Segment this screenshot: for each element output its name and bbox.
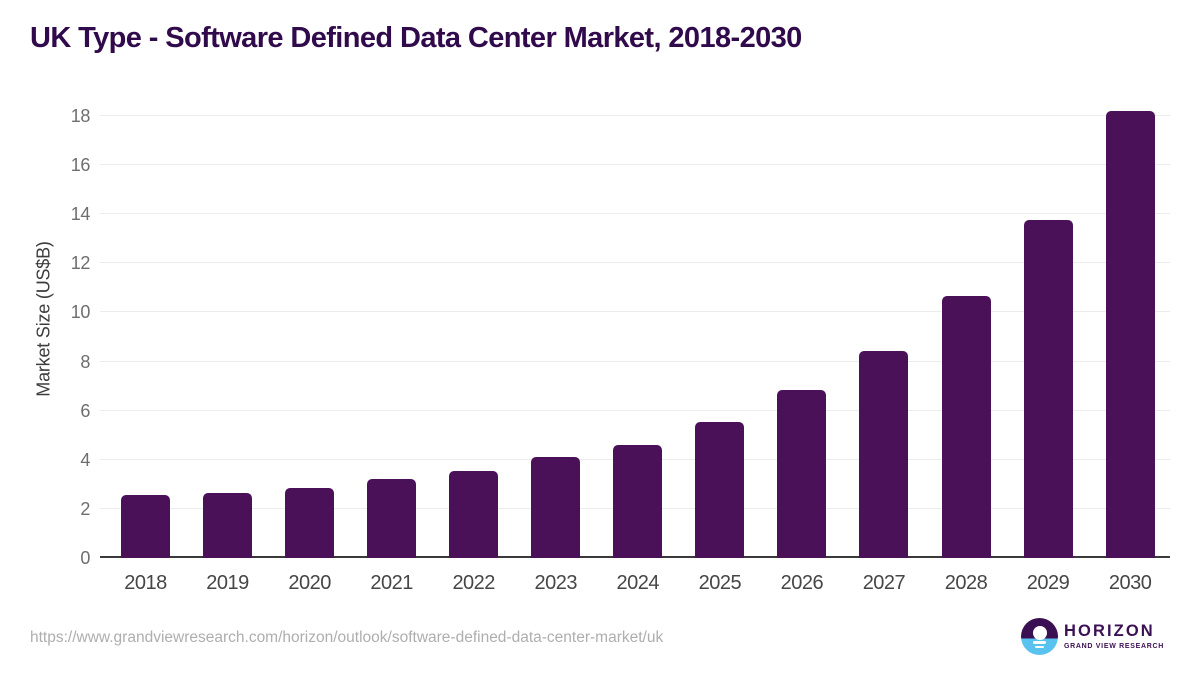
- bar-2024: [613, 445, 663, 558]
- x-tick-label: 2027: [862, 572, 906, 594]
- x-tick-label: 2023: [534, 572, 578, 594]
- chart-title: UK Type - Software Defined Data Center M…: [30, 22, 802, 54]
- logo-brand-name: HORIZON: [1064, 621, 1155, 640]
- gridline: [100, 115, 1170, 116]
- bar-2022: [449, 470, 499, 558]
- y-tick-label: 16: [70, 155, 91, 176]
- horizon-logo-icon: [1021, 618, 1058, 655]
- x-tick-label: 2018: [124, 572, 167, 594]
- bar-2027: [859, 350, 909, 558]
- bar-2030: [1105, 111, 1155, 558]
- source-url: https://www.grandviewresearch.com/horizo…: [30, 629, 664, 646]
- y-tick-label: 0: [80, 548, 90, 568]
- horizon-logo: HORIZON GRAND VIEW RESEARCH: [1021, 618, 1164, 655]
- gridline: [100, 164, 1170, 166]
- x-tick-label: 2028: [944, 572, 988, 594]
- x-tick-label: 2029: [1026, 572, 1070, 594]
- y-tick-label: 4: [80, 449, 90, 470]
- x-tick-label: 2030: [1108, 572, 1152, 594]
- y-tick-label: 14: [70, 204, 91, 225]
- bar-2020: [285, 488, 335, 558]
- bar-2026: [777, 389, 827, 558]
- horizon-logo-text: HORIZON GRAND VIEW RESEARCH: [1064, 623, 1164, 651]
- x-tick-label: 2026: [780, 572, 824, 594]
- logo-wave-shape: [1033, 641, 1046, 644]
- x-axis-tick-labels: 2018 2019 2020 2021 2022 2023 2024 2025 2026 2027…: [100, 572, 1170, 600]
- plot-area: [100, 111, 1170, 558]
- x-tick-label: 2021: [370, 572, 413, 594]
- y-tick-label: 10: [70, 302, 91, 323]
- bar-2019: [203, 492, 253, 558]
- gridline: [100, 360, 1170, 362]
- bar-2025: [695, 421, 745, 558]
- y-tick-label: 8: [80, 351, 90, 372]
- y-tick-label: 6: [80, 400, 90, 421]
- y-tick-label: 2: [80, 498, 90, 519]
- x-tick-label: 2019: [206, 572, 249, 594]
- x-tick-label: 2022: [452, 572, 495, 594]
- logo-wave-shape: [1035, 645, 1044, 649]
- gridline: [100, 262, 1170, 264]
- bar-2028: [941, 296, 991, 558]
- bar-2018: [121, 495, 170, 558]
- y-axis-tick-labels: 0 2 4 6 8 10 12 14 16 18: [0, 106, 91, 568]
- y-tick-label: 12: [70, 253, 91, 274]
- logo-brand-subtitle: GRAND VIEW RESEARCH: [1064, 643, 1165, 651]
- bar-2021: [367, 479, 417, 558]
- x-tick-label: 2020: [288, 572, 331, 594]
- logo-sun-shape: [1032, 626, 1047, 640]
- x-tick-label: 2024: [616, 572, 660, 594]
- bar-2029: [1023, 220, 1073, 558]
- gridline: [100, 311, 1170, 313]
- gridline: [100, 213, 1170, 215]
- gridline: [100, 409, 1170, 411]
- bar-2023: [531, 457, 581, 558]
- x-tick-label: 2025: [698, 572, 742, 594]
- y-tick-label: 18: [70, 106, 91, 126]
